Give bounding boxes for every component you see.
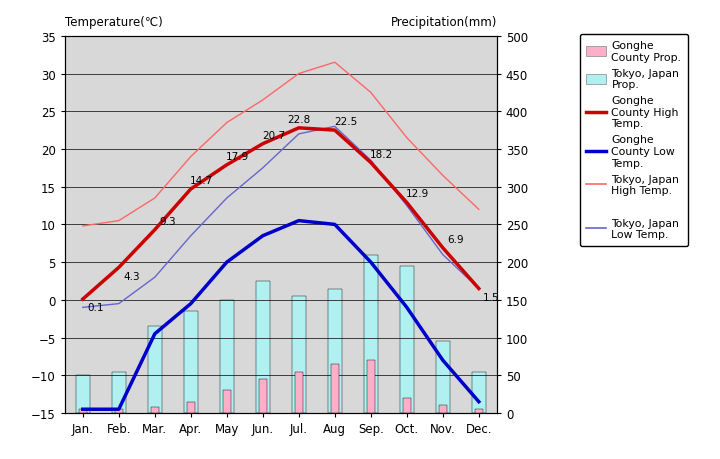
Bar: [436, 341, 450, 413]
Bar: [328, 289, 342, 413]
Bar: [222, 391, 231, 413]
Bar: [256, 281, 270, 413]
Bar: [148, 326, 162, 413]
Bar: [294, 372, 303, 413]
Text: 22.8: 22.8: [287, 115, 310, 124]
Bar: [112, 372, 126, 413]
Bar: [292, 297, 306, 413]
Text: 9.3: 9.3: [159, 216, 176, 226]
Bar: [472, 372, 486, 413]
Bar: [220, 300, 234, 413]
Text: 0.1: 0.1: [87, 303, 104, 313]
Legend: Gonghe
County Prop., Tokyo, Japan
Prop., Gonghe
County High
Temp., Gonghe
County: Gonghe County Prop., Tokyo, Japan Prop.,…: [580, 34, 688, 246]
Bar: [364, 255, 378, 413]
Bar: [400, 266, 414, 413]
Text: 14.7: 14.7: [190, 175, 213, 185]
Text: Precipitation(mm): Precipitation(mm): [390, 16, 497, 29]
Bar: [474, 409, 483, 413]
Bar: [150, 407, 159, 413]
Bar: [330, 364, 339, 413]
Text: 1.5: 1.5: [483, 292, 500, 302]
Bar: [366, 360, 375, 413]
Text: 17.9: 17.9: [226, 151, 249, 162]
Bar: [438, 406, 447, 413]
Bar: [186, 402, 195, 413]
Text: 12.9: 12.9: [406, 189, 429, 199]
Bar: [184, 312, 198, 413]
Text: Temperature(℃): Temperature(℃): [65, 16, 163, 29]
Text: 4.3: 4.3: [123, 271, 140, 281]
Bar: [258, 379, 267, 413]
Bar: [76, 375, 90, 413]
Bar: [114, 409, 123, 413]
Bar: [78, 409, 87, 413]
Text: 20.7: 20.7: [262, 130, 285, 140]
Text: 6.9: 6.9: [447, 234, 464, 244]
Text: 22.5: 22.5: [334, 117, 357, 127]
Text: 18.2: 18.2: [370, 149, 393, 159]
Bar: [402, 398, 411, 413]
